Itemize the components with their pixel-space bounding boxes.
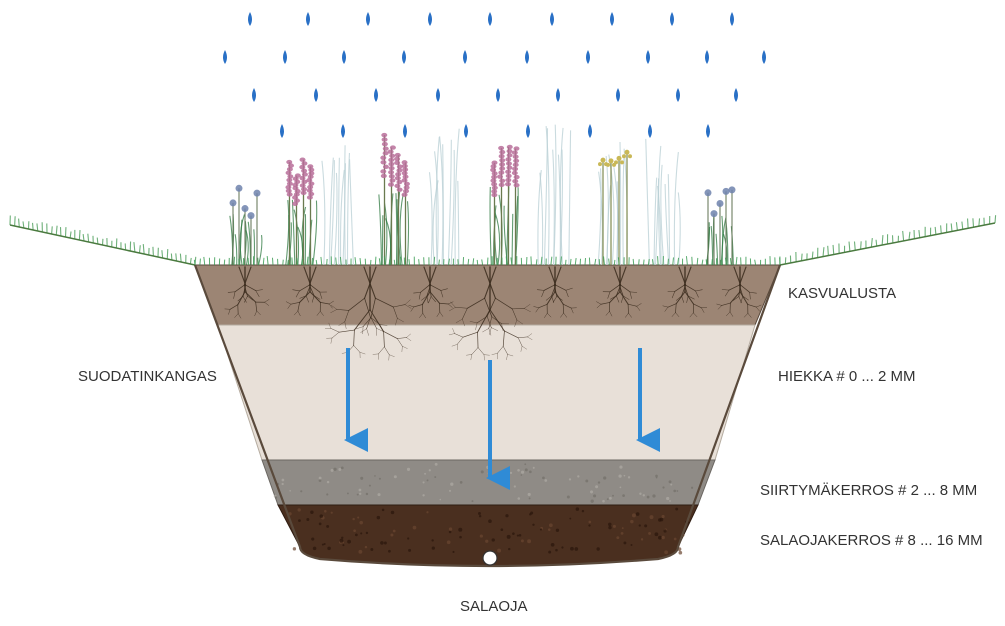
label-salaoja: SALAOJA xyxy=(460,598,528,615)
soil-layers xyxy=(195,265,780,566)
raindrop-icon xyxy=(366,12,370,26)
raindrop-icon xyxy=(341,124,345,138)
raindrop-icon xyxy=(403,124,407,138)
raindrop-icon xyxy=(586,50,590,64)
raindrop-icon xyxy=(306,12,310,26)
raindrop-icon xyxy=(550,12,554,26)
label-hiekka: HIEKKA # 0 ... 2 MM xyxy=(778,368,916,385)
raindrops xyxy=(223,12,766,138)
raindrop-icon xyxy=(762,50,766,64)
raindrop-icon xyxy=(610,12,614,26)
raindrop-icon xyxy=(496,88,500,102)
raindrop-icon xyxy=(706,124,710,138)
raindrop-icon xyxy=(648,124,652,138)
raindrop-icon xyxy=(588,124,592,138)
layer-hiekka xyxy=(218,325,755,460)
raindrop-icon xyxy=(556,88,560,102)
ground-surface xyxy=(10,215,996,265)
raindrop-icon xyxy=(252,88,256,102)
raindrop-icon xyxy=(670,12,674,26)
raindrop-icon xyxy=(342,50,346,64)
raindrop-icon xyxy=(374,88,378,102)
label-salaojakerros: SALAOJAKERROS # 8 ... 16 MM xyxy=(760,532,983,549)
raindrop-icon xyxy=(526,124,530,138)
raindrop-icon xyxy=(646,50,650,64)
raindrop-icon xyxy=(314,88,318,102)
raindrop-icon xyxy=(280,124,284,138)
raindrop-icon xyxy=(525,50,529,64)
raindrop-icon xyxy=(676,88,680,102)
raindrop-icon xyxy=(488,12,492,26)
raindrop-icon xyxy=(248,12,252,26)
raindrop-icon xyxy=(705,50,709,64)
raindrop-icon xyxy=(428,12,432,26)
label-siirtymakerros: SIIRTYMÄKERROS # 2 ... 8 MM xyxy=(760,482,977,499)
vegetation xyxy=(230,125,736,265)
raindrop-icon xyxy=(283,50,287,64)
raindrop-icon xyxy=(402,50,406,64)
label-kasvualusta: KASVUALUSTA xyxy=(788,285,896,302)
raindrop-icon xyxy=(730,12,734,26)
salaoja-pipe xyxy=(483,551,497,565)
raindrop-icon xyxy=(223,50,227,64)
raindrop-icon xyxy=(464,124,468,138)
top-grass-strip xyxy=(194,256,780,265)
raindrop-icon xyxy=(616,88,620,102)
raindrop-icon xyxy=(436,88,440,102)
label-suodatinkangas: SUODATINKANGAS xyxy=(78,368,217,385)
diagram-container: SUODATINKANGAS KASVUALUSTA HIEKKA # 0 ..… xyxy=(0,0,1005,626)
raindrop-icon xyxy=(463,50,467,64)
raindrop-icon xyxy=(734,88,738,102)
